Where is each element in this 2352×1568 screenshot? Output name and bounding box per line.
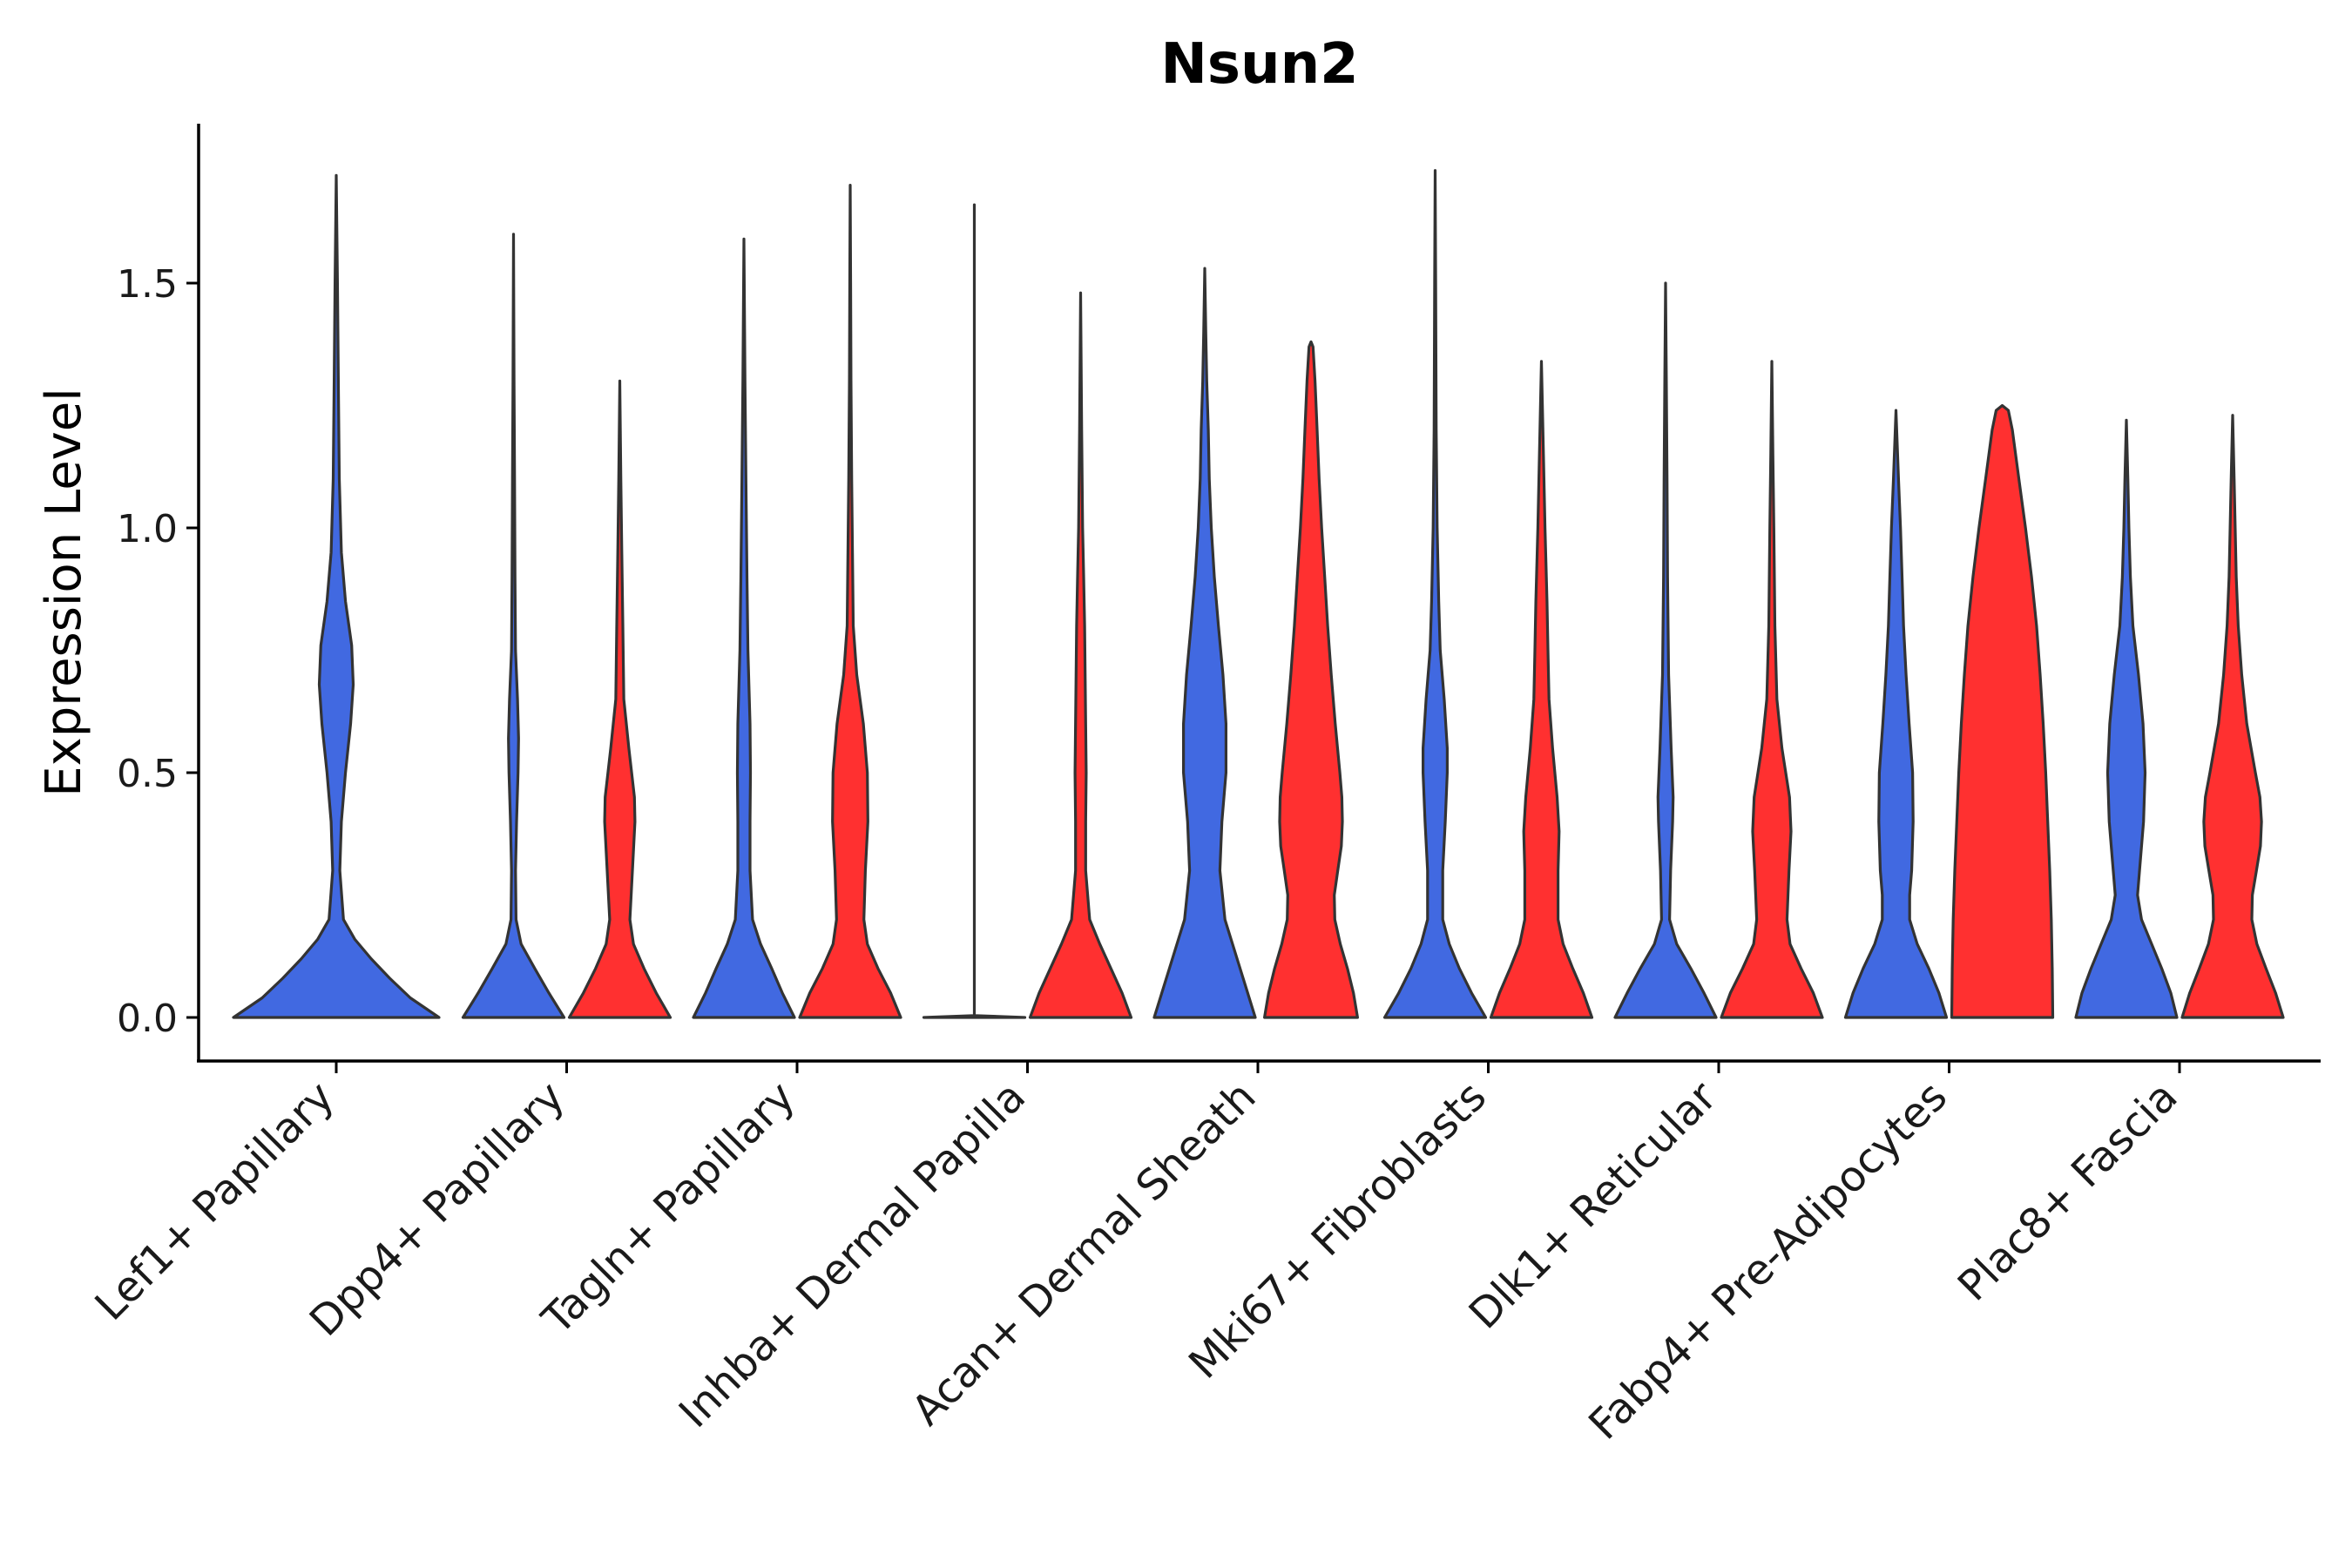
violin-group1-5: [1382, 169, 1488, 1019]
x-category-label: Plac8+ Fascia: [1949, 1072, 2187, 1311]
violin-group1-4: [1152, 267, 1257, 1019]
violin-group1-6: [1613, 281, 1718, 1019]
violin-group2-3: [1028, 291, 1133, 1019]
violin-group2-2: [798, 184, 902, 1019]
y-tick-label: 1.5: [117, 262, 178, 307]
violin-group1-0: [232, 173, 441, 1019]
violin-group1-8: [2074, 418, 2179, 1019]
chart-title: Nsun2: [1160, 32, 1358, 97]
x-category-label: Dpp4+ Papillary: [301, 1072, 574, 1346]
violin-group2-7: [1950, 403, 2055, 1019]
y-axis-ticks: 0.0 0.5 1.0 1.5: [117, 262, 199, 1041]
x-category-label: Lef1+ Papillary: [86, 1072, 344, 1330]
violin-group2-5: [1489, 360, 1594, 1019]
x-category-label: Dlk1+ Reticular: [1460, 1072, 1727, 1339]
violin-group1-1: [461, 233, 566, 1019]
x-category-label: Tagln+ Papillary: [532, 1072, 804, 1344]
violin-group1-3: [922, 203, 1027, 1019]
violin-group2-6: [1720, 360, 1824, 1019]
y-tick-label: 1.0: [117, 507, 178, 551]
violin-group1-2: [692, 237, 796, 1019]
y-tick-label: 0.5: [117, 752, 178, 796]
violins-group: [232, 169, 2285, 1019]
violin-group1-7: [1843, 409, 1949, 1019]
violin-group2-8: [2180, 414, 2285, 1019]
y-tick-label: 0.0: [117, 997, 178, 1041]
violin-group2-1: [567, 379, 672, 1019]
y-axis-label: Expression Level: [36, 388, 92, 797]
violin-group2-4: [1263, 340, 1359, 1019]
